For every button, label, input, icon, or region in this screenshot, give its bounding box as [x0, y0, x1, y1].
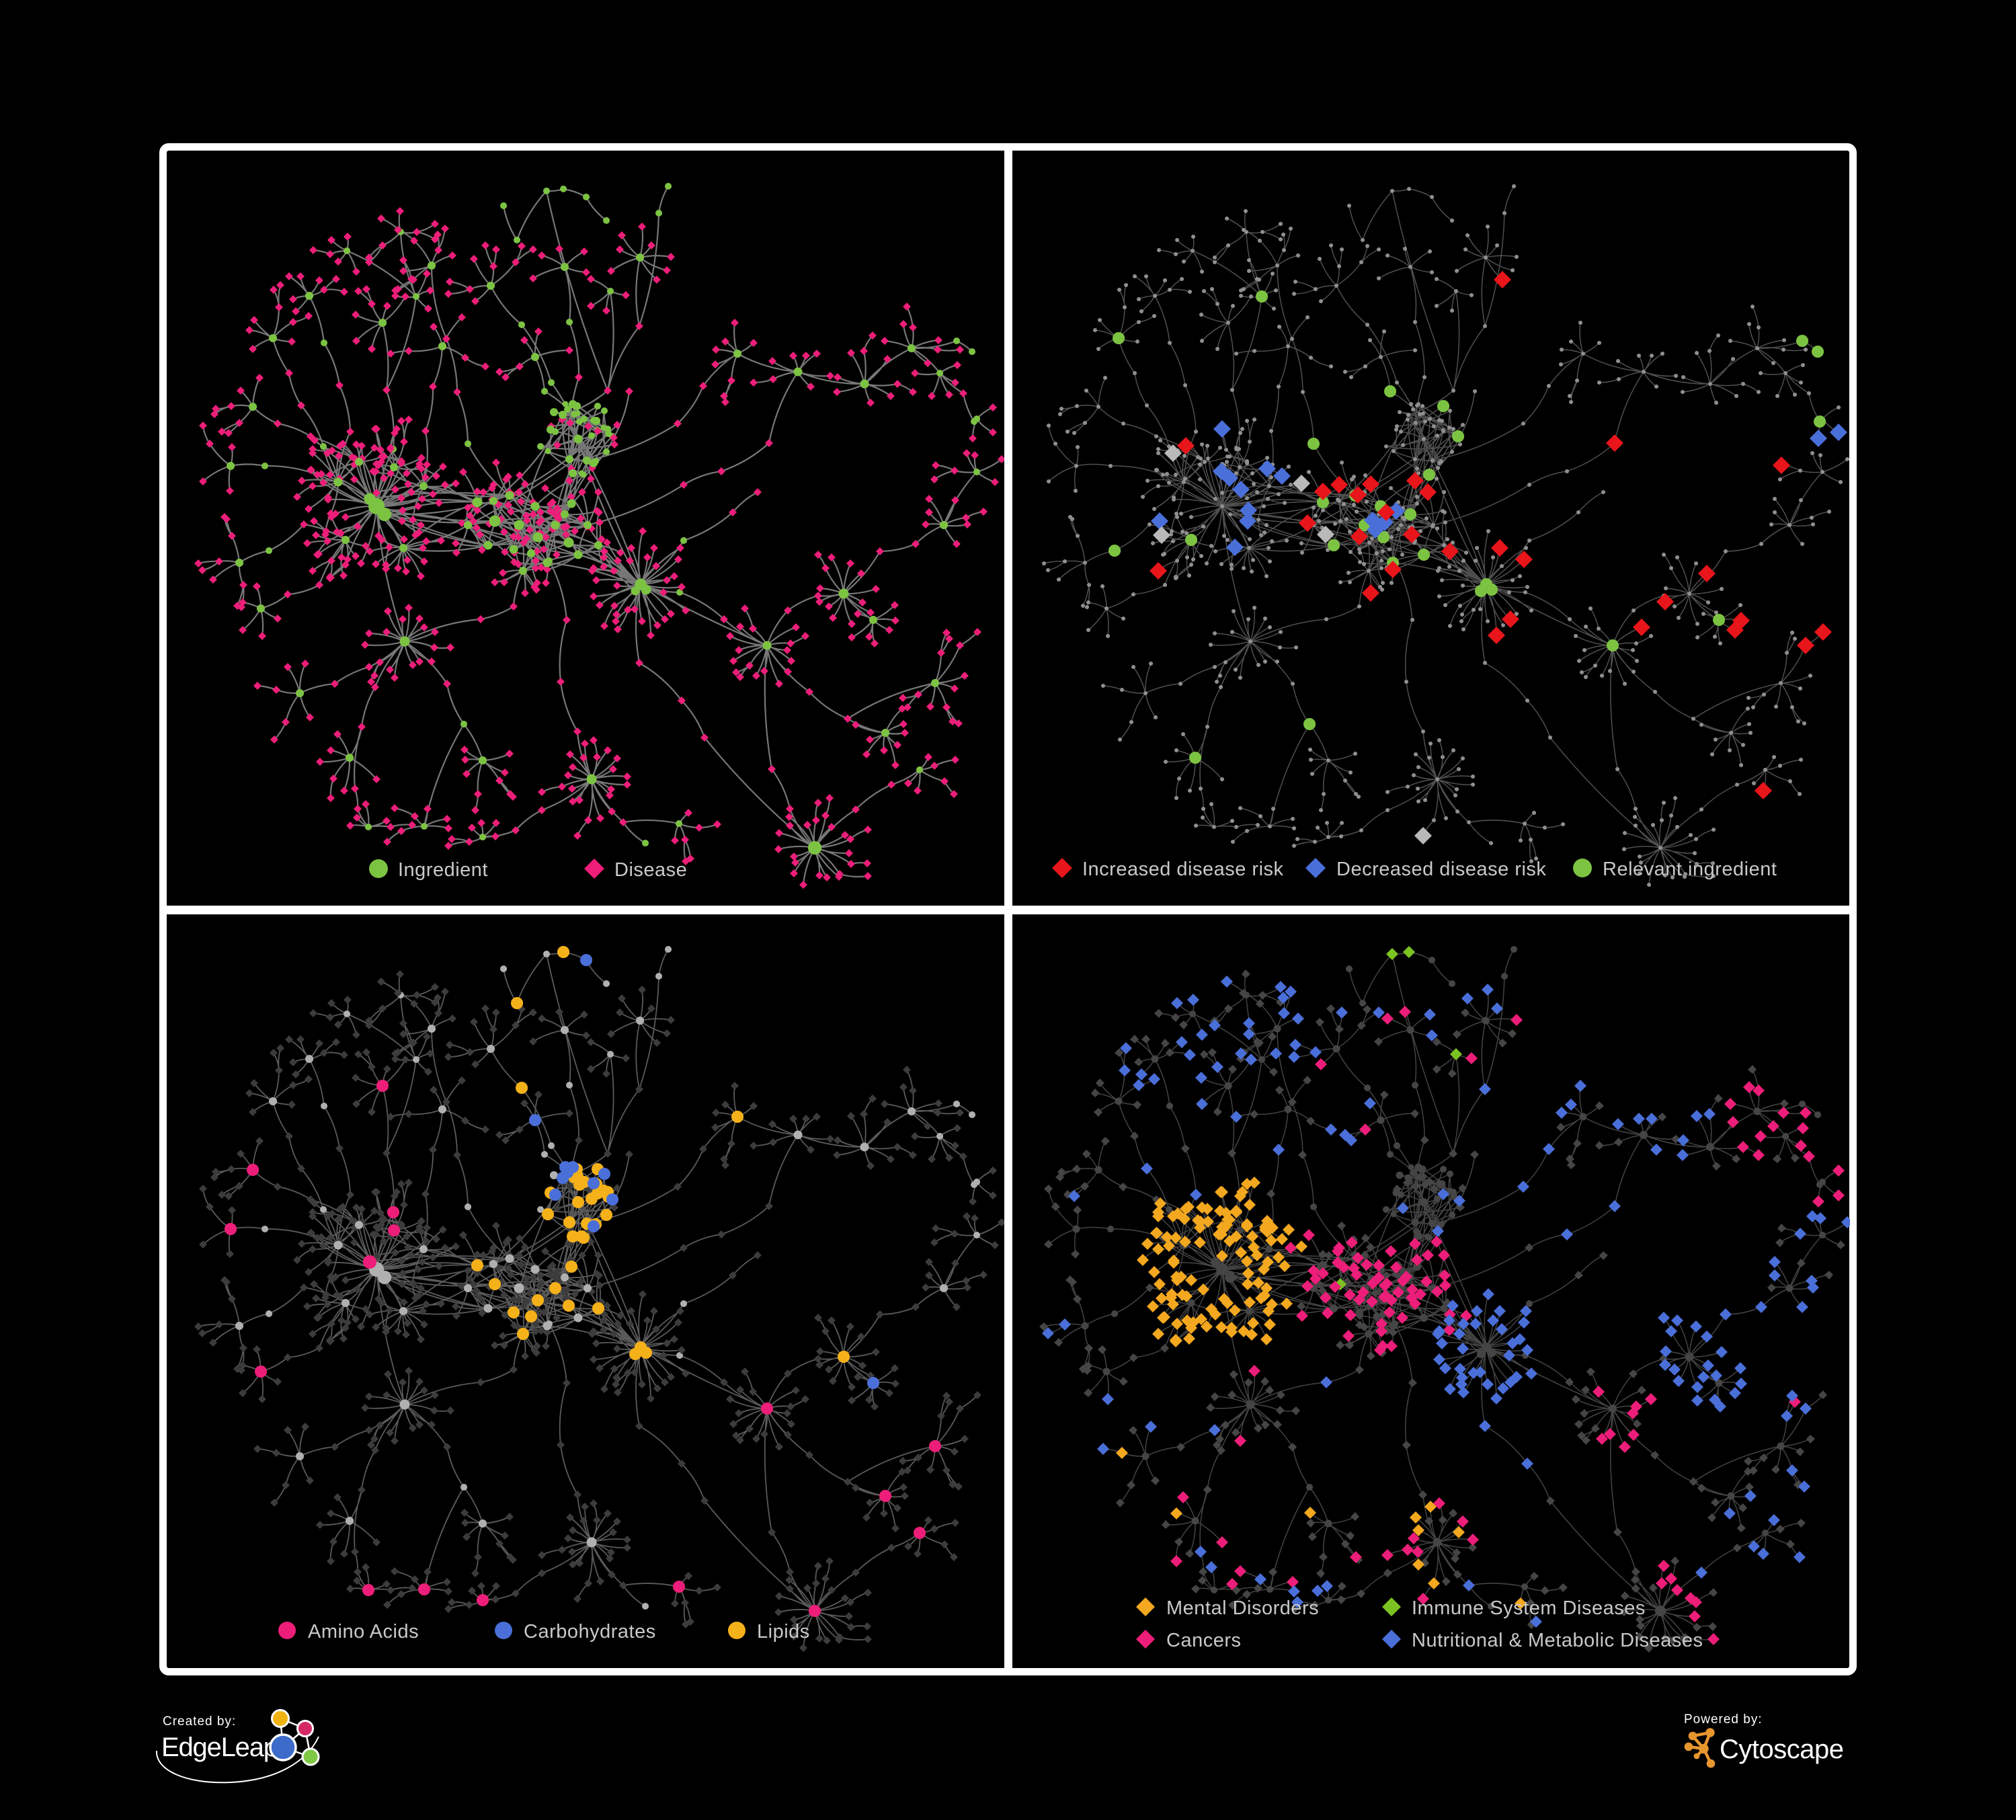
svg-text:Created by:: Created by:	[163, 1714, 236, 1729]
svg-text:Immune System Diseases: Immune System Diseases	[1412, 1597, 1646, 1619]
svg-text:Powered by:: Powered by:	[1684, 1712, 1763, 1727]
svg-text:Carbohydrates: Carbohydrates	[524, 1621, 656, 1643]
svg-text:Cytoscape: Cytoscape	[1720, 1735, 1843, 1764]
svg-text:Relevant ingredient: Relevant ingredient	[1603, 859, 1777, 880]
svg-text:Nutritional & Metabolic Diseas: Nutritional & Metabolic Diseases	[1412, 1630, 1703, 1651]
svg-text:Mental Disorders: Mental Disorders	[1166, 1597, 1319, 1619]
svg-text:Disease: Disease	[614, 859, 687, 881]
svg-text:EdgeLeap: EdgeLeap	[161, 1733, 278, 1762]
svg-text:Increased disease risk: Increased disease risk	[1082, 859, 1284, 880]
svg-text:Cancers: Cancers	[1166, 1630, 1242, 1651]
svg-text:Amino Acids: Amino Acids	[308, 1621, 419, 1643]
svg-text:Lipids: Lipids	[757, 1621, 810, 1643]
svg-text:Decreased disease risk: Decreased disease risk	[1336, 859, 1546, 880]
svg-text:Ingredient: Ingredient	[398, 859, 488, 881]
